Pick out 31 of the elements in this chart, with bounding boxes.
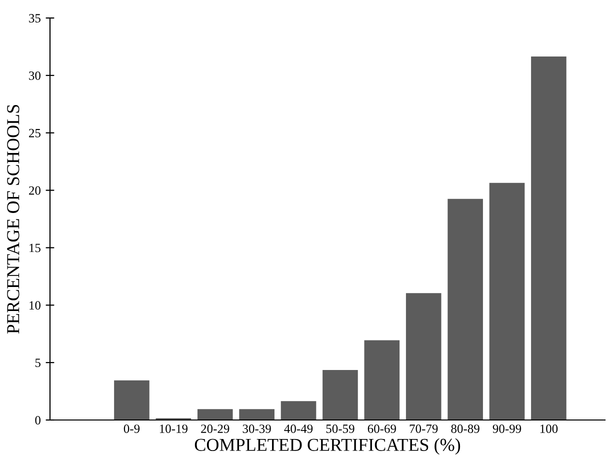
- bar: [114, 380, 150, 420]
- x-tick-label: 100: [540, 424, 558, 433]
- y-tick-label: 0: [35, 416, 40, 424]
- x-tick-label: 20-29: [201, 424, 230, 433]
- x-tick-label: 10-19: [160, 424, 188, 433]
- x-tick-label: 40-49: [284, 424, 313, 433]
- x-tick-label: 50-59: [326, 424, 354, 433]
- x-tick-label: 70-79: [410, 424, 438, 433]
- bar: [489, 182, 525, 420]
- y-tick-label: 15: [30, 244, 40, 252]
- x-tick-label: 60-69: [368, 424, 396, 433]
- bar: [197, 409, 233, 420]
- x-tick-label: 90-99: [492, 424, 522, 433]
- bar: [280, 401, 316, 420]
- y-axis-title: PERCENTAGE OF SCHOOLS: [7, 104, 20, 334]
- x-tick-label: 80-89: [451, 424, 480, 433]
- y-tick-label: 20: [29, 186, 40, 195]
- y-tick-label: 10: [30, 301, 40, 310]
- bar: [448, 198, 483, 420]
- y-tick-label: 35: [29, 14, 40, 22]
- bar: [239, 409, 274, 420]
- y-tick-label: 25: [29, 128, 40, 138]
- x-tick-label: 0-9: [124, 424, 140, 433]
- x-axis-title: COMPLETED CERTIFICATES (%): [194, 438, 460, 455]
- x-tick-label: 30-39: [242, 424, 271, 433]
- bar: [322, 370, 358, 420]
- bar: [531, 56, 566, 420]
- bar: [406, 293, 442, 420]
- bar: [364, 340, 400, 420]
- y-tick-label: 5: [35, 358, 40, 368]
- y-tick-label: 30: [29, 71, 40, 80]
